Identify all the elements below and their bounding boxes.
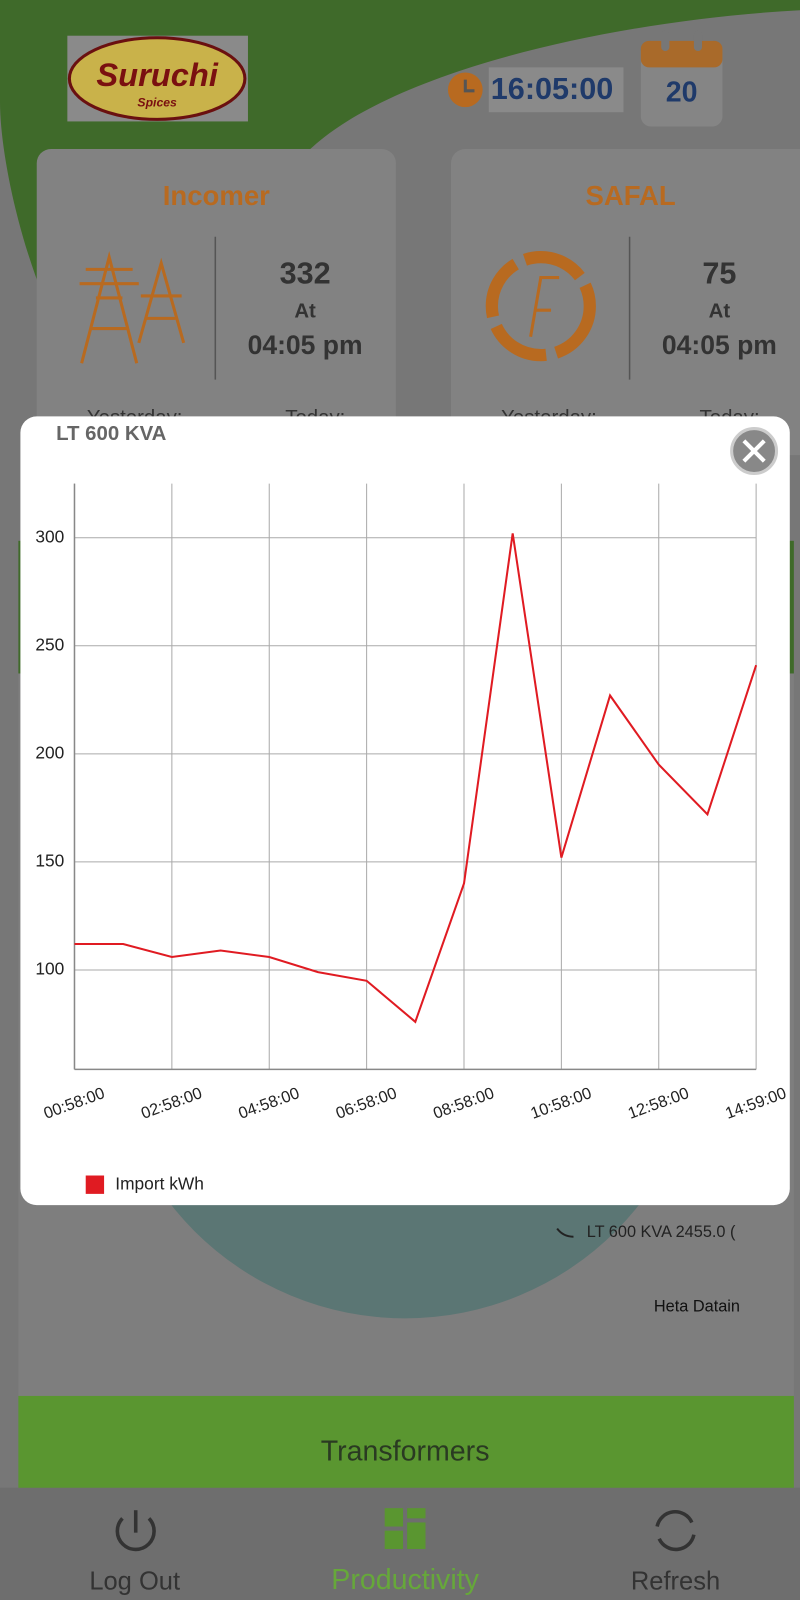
card-at: At bbox=[709, 301, 731, 323]
card-value: 332 bbox=[280, 257, 331, 291]
grid-icon bbox=[407, 1508, 426, 1519]
logo-title: Suruchi bbox=[96, 56, 218, 93]
calendar-top bbox=[640, 40, 723, 68]
card-incomer[interactable] bbox=[36, 148, 396, 456]
legend-swatch bbox=[556, 1227, 574, 1238]
card-time: 04:05 pm bbox=[248, 330, 363, 360]
y-tick-label: 150 bbox=[35, 850, 64, 870]
calendar-ring bbox=[661, 30, 670, 52]
section-title: Transformers bbox=[321, 1436, 490, 1468]
popup-title: LT 600 KVA bbox=[56, 423, 167, 445]
safal-icon bbox=[485, 251, 596, 362]
series-line bbox=[74, 533, 758, 1024]
tower-icon bbox=[79, 251, 186, 364]
nav-logout[interactable]: Log Out bbox=[89, 1510, 180, 1595]
grid-icon bbox=[384, 1508, 404, 1527]
nav-productivity[interactable]: Productivity bbox=[331, 1508, 480, 1596]
logo-subtitle: Spices bbox=[137, 95, 177, 109]
card-time: 04:05 pm bbox=[662, 330, 777, 360]
grid-icon bbox=[407, 1522, 426, 1549]
time-box bbox=[488, 67, 624, 113]
chart-popup bbox=[20, 416, 790, 1206]
y-tick-label: 100 bbox=[35, 959, 64, 979]
refresh-icon bbox=[655, 1509, 696, 1552]
clock-hands bbox=[463, 79, 475, 93]
card-title: SAFAL bbox=[585, 180, 675, 211]
card-title: Incomer bbox=[163, 180, 270, 211]
calendar-ring bbox=[693, 30, 703, 52]
card-at: At bbox=[294, 301, 316, 323]
card-safal[interactable] bbox=[451, 148, 800, 456]
close-x bbox=[742, 439, 766, 463]
nav-label: Log Out bbox=[89, 1567, 180, 1595]
card-value: 75 bbox=[702, 257, 736, 291]
close-button[interactable] bbox=[730, 427, 779, 475]
logo-ellipse bbox=[67, 36, 247, 121]
nav-label: Refresh bbox=[631, 1567, 720, 1595]
nav-refresh[interactable]: Refresh bbox=[631, 1509, 720, 1596]
safal-icon-f bbox=[529, 276, 560, 337]
legend-label: Import kWh bbox=[115, 1173, 204, 1193]
y-tick-label: 200 bbox=[35, 742, 64, 762]
y-tick-label: 250 bbox=[35, 634, 64, 654]
date: 20 bbox=[666, 76, 698, 108]
background-note: Heta Datain bbox=[654, 1297, 740, 1315]
background-legend: LT 600 KVA 2455.0 ( bbox=[587, 1223, 736, 1241]
section-bar bbox=[18, 1395, 794, 1490]
time: 16:05:00 bbox=[491, 72, 614, 106]
power-icon bbox=[115, 1517, 156, 1552]
grid-icon bbox=[384, 1530, 404, 1549]
nav-label: Productivity bbox=[331, 1564, 479, 1596]
legend-swatch bbox=[85, 1175, 105, 1194]
y-tick-label: 300 bbox=[35, 526, 64, 546]
